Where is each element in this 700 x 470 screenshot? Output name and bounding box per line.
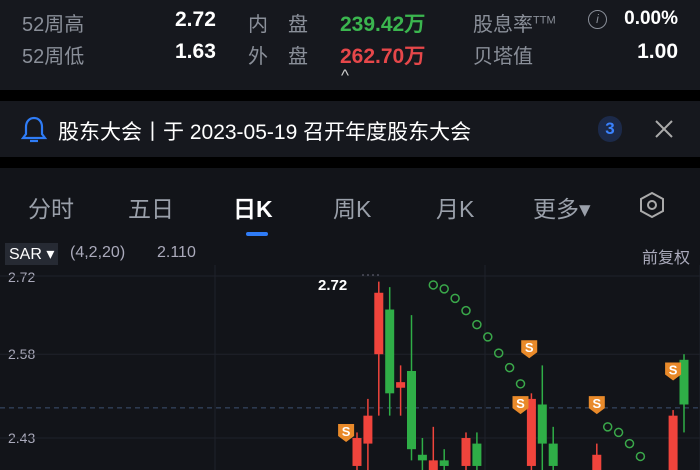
adjust-mode[interactable]: 前复权	[641, 250, 690, 267]
candle-body	[417, 454, 427, 461]
52w-low-value: 1.63	[175, 40, 216, 63]
sar-dot	[483, 332, 493, 342]
sell-signal-marker	[512, 396, 529, 415]
period-tabs: 分时 五日 日K 周K 月K 更多▾	[0, 168, 700, 240]
sar-dot	[439, 284, 449, 294]
y-tick-label: 2.72	[8, 269, 36, 285]
sar-dot	[613, 427, 624, 438]
beta-value: 1.00	[637, 40, 678, 63]
candle-body	[526, 398, 536, 466]
sell-signal-label: S	[342, 424, 351, 439]
dividend-yield-value: 0.00%	[624, 8, 678, 29]
candle-body	[472, 443, 482, 466]
candle-body	[396, 382, 406, 388]
sell-signal-label: S	[592, 396, 601, 411]
candle-body	[352, 438, 362, 466]
beta-label: 贝塔值	[473, 46, 533, 68]
outer-volume-value: 262.70万	[340, 45, 426, 68]
sar-dot	[493, 348, 504, 358]
sell-signal-label: S	[669, 363, 678, 378]
candle-body	[592, 454, 602, 470]
candle-body	[461, 438, 471, 466]
notice-bar[interactable]: 股东大会丨于 2023-05-19 召开年度股东大会 3	[0, 101, 700, 157]
tab-weekly-k[interactable]: 周K	[333, 196, 372, 222]
sell-signal-marker	[588, 396, 605, 415]
indicator-selector[interactable]: SAR ▾	[5, 243, 59, 265]
52w-low-label: 52周低	[22, 46, 85, 68]
kline-plot: S S S S S	[0, 265, 700, 470]
52w-high-value: 2.72	[175, 8, 216, 31]
sar-dot	[450, 293, 460, 304]
sell-signal-label: S	[525, 340, 534, 355]
settings-icon[interactable]	[639, 191, 665, 219]
collapse-chevron-icon[interactable]: ^	[341, 66, 349, 85]
dividend-yield-text: 股息率	[473, 14, 533, 36]
52w-high-label: 52周高	[22, 14, 85, 36]
candle-body	[537, 404, 547, 444]
info-icon[interactable]: i	[588, 10, 607, 29]
candle-body	[385, 309, 395, 394]
inner-volume-label: 内 盘	[248, 14, 308, 36]
sell-signal-marker	[521, 340, 538, 359]
tab-more[interactable]: 更多▾	[533, 196, 591, 222]
bell-icon	[20, 116, 48, 143]
sar-dot	[635, 451, 646, 462]
dividend-yield-label: 股息率TTM	[473, 8, 556, 37]
candle-body	[679, 359, 689, 405]
sell-signal-marker	[665, 362, 682, 381]
sar-dot	[624, 438, 635, 449]
ttm-sup: TTM	[533, 14, 556, 27]
close-icon[interactable]	[654, 119, 674, 139]
tab-five-day[interactable]: 五日	[128, 196, 174, 222]
candle-body	[548, 443, 558, 466]
high-price-label: 2.72	[318, 277, 348, 294]
candle-body	[407, 370, 416, 450]
sar-dot	[461, 305, 471, 316]
candle-body	[439, 460, 449, 466]
indicator-params: (4,2,20)	[70, 244, 126, 261]
sar-dot	[472, 319, 482, 330]
indicator-value: 2.110	[157, 244, 196, 261]
active-tab-indicator	[246, 232, 268, 236]
outer-volume-label: 外 盘	[248, 46, 308, 68]
notice-text: 股东大会丨于 2023-05-19 召开年度股东大会	[58, 121, 472, 144]
candle-body	[374, 292, 384, 355]
sar-dot	[515, 379, 526, 389]
candle-body	[668, 415, 678, 470]
tab-monthly-k[interactable]: 月K	[436, 196, 475, 222]
inner-volume-value: 239.42万	[340, 13, 426, 36]
sar-dot	[504, 362, 515, 373]
sar-dot	[602, 422, 613, 432]
stats-panel: 52周高 2.72 内 盘 239.42万 股息率TTM i 0.00% 52周…	[0, 0, 700, 90]
sell-signal-label: S	[516, 396, 525, 411]
candle-body	[428, 460, 438, 470]
sar-dot	[428, 280, 439, 290]
notice-count-badge: 3	[598, 116, 622, 142]
kline-chart[interactable]: SAR ▾ (4,2,20) 2.110 前复权 2.72 2.58 2.43 …	[0, 240, 700, 470]
candle-body	[363, 415, 373, 444]
tab-daily-k[interactable]: 日K	[233, 196, 273, 222]
sell-signal-marker	[338, 424, 355, 443]
tab-intraday[interactable]: 分时	[28, 196, 74, 222]
